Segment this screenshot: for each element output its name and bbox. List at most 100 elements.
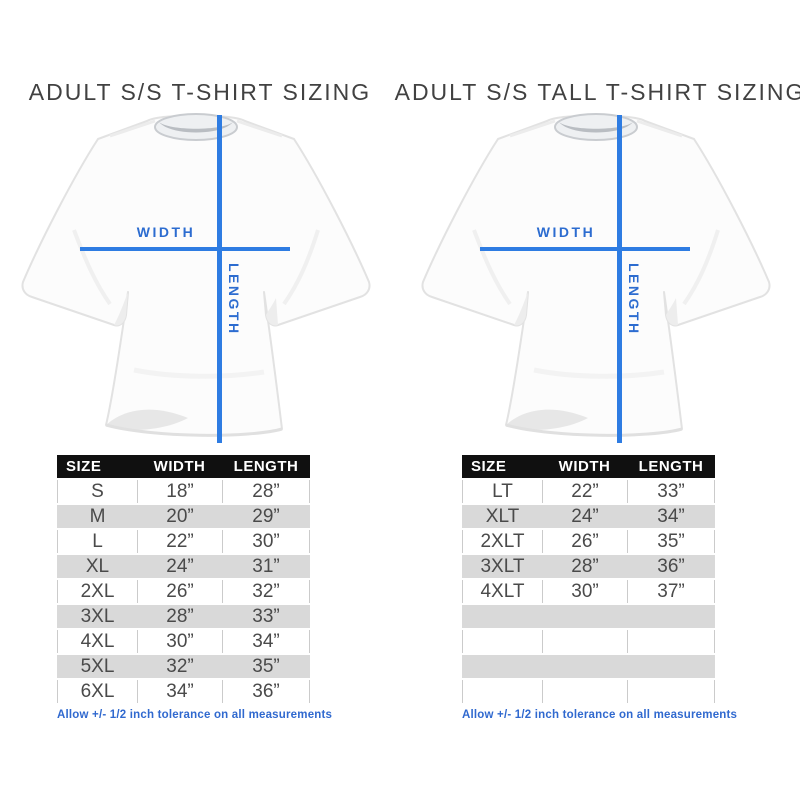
table-cell: 26” [137, 580, 222, 603]
table-row-empty [462, 655, 715, 678]
table-cell: 6XL [57, 680, 137, 703]
table-cell: 3XL [57, 605, 137, 628]
table-row: 4XLT 30” 37” [462, 580, 715, 603]
table-cell: 28” [137, 605, 222, 628]
table-row: S 18” 28” [57, 480, 310, 503]
table-cell: 33” [222, 605, 310, 628]
tshirt-diagram: WIDTH LENGTH [14, 112, 386, 450]
table-cell: 36” [627, 555, 715, 578]
table-cell [627, 655, 715, 678]
length-line [617, 115, 622, 443]
sizing-column-regular: ADULT S/S T-SHIRT SIZING WIDTH LENGTH SI… [0, 79, 400, 721]
length-line [217, 115, 222, 443]
table-header-row: SIZE WIDTH LENGTH [462, 455, 715, 478]
width-line [480, 247, 690, 251]
table-row: XLT 24” 34” [462, 505, 715, 528]
column-header: SIZE [57, 455, 137, 478]
table-cell: XLT [462, 505, 542, 528]
table-cell: 36” [222, 680, 310, 703]
table-cell: 22” [542, 480, 627, 503]
table-cell: 32” [137, 655, 222, 678]
table-cell: 35” [627, 530, 715, 553]
table-cell: 2XLT [462, 530, 542, 553]
table-cell: L [57, 530, 137, 553]
table-cell: 3XLT [462, 555, 542, 578]
column-header: WIDTH [542, 455, 627, 478]
table-row-empty [462, 630, 715, 653]
table-cell [462, 655, 542, 678]
table-cell: 32” [222, 580, 310, 603]
table-row: 3XLT 28” 36” [462, 555, 715, 578]
table-cell: M [57, 505, 137, 528]
table-cell: 18” [137, 480, 222, 503]
table-cell: 34” [137, 680, 222, 703]
column-header: SIZE [462, 455, 542, 478]
table-row-empty [462, 680, 715, 703]
width-label: WIDTH [536, 224, 596, 240]
length-label: LENGTH [226, 263, 242, 336]
table-cell [542, 680, 627, 703]
table-cell: S [57, 480, 137, 503]
tolerance-note: Allow +/- 1/2 inch tolerance on all meas… [462, 709, 738, 721]
table-cell: 28” [542, 555, 627, 578]
table-cell: 28” [222, 480, 310, 503]
table-row: XL 24” 31” [57, 555, 310, 578]
tshirt-diagram: WIDTH LENGTH [414, 112, 786, 450]
table-cell [627, 630, 715, 653]
table-cell: 37” [627, 580, 715, 603]
table-cell: 35” [222, 655, 310, 678]
table-row: 6XL 34” 36” [57, 680, 310, 703]
table-cell: 2XL [57, 580, 137, 603]
table-cell [462, 605, 542, 628]
table-cell [542, 605, 627, 628]
table-cell: 30” [222, 530, 310, 553]
table-row: 5XL 32” 35” [57, 655, 310, 678]
table-row: 2XL 26” 32” [57, 580, 310, 603]
column-header: WIDTH [137, 455, 222, 478]
table-row: 2XLT 26” 35” [462, 530, 715, 553]
table-row: M 20” 29” [57, 505, 310, 528]
table-cell [542, 630, 627, 653]
page-title: ADULT S/S TALL T-SHIRT SIZING [394, 79, 800, 105]
table-cell: 20” [137, 505, 222, 528]
table-cell: 34” [222, 630, 310, 653]
table-row: L 22” 30” [57, 530, 310, 553]
table-row: 4XL 30” 34” [57, 630, 310, 653]
table-cell [627, 605, 715, 628]
table-cell: 5XL [57, 655, 137, 678]
table-cell: 29” [222, 505, 310, 528]
table-cell: 30” [137, 630, 222, 653]
table-cell: 4XL [57, 630, 137, 653]
tolerance-note: Allow +/- 1/2 inch tolerance on all meas… [57, 709, 333, 721]
table-row-empty [462, 605, 715, 628]
table-cell: 33” [627, 480, 715, 503]
table-cell [542, 655, 627, 678]
table-row: 3XL 28” 33” [57, 605, 310, 628]
length-label: LENGTH [626, 263, 642, 336]
table-cell: 34” [627, 505, 715, 528]
table-cell: LT [462, 480, 542, 503]
column-header: LENGTH [222, 455, 310, 478]
width-label: WIDTH [136, 224, 196, 240]
page-title: ADULT S/S T-SHIRT SIZING [28, 79, 372, 105]
tshirt-image [414, 112, 786, 450]
tshirt-image [14, 112, 386, 450]
table-cell: 31” [222, 555, 310, 578]
table-row: LT 22” 33” [462, 480, 715, 503]
table-cell [462, 630, 542, 653]
size-table: SIZE WIDTH LENGTH S 18” 28” M 20” 29” L 22” 30” XL 2… [57, 453, 310, 705]
width-line [80, 247, 290, 251]
sizing-column-tall: ADULT S/S TALL T-SHIRT SIZING WIDTH LENG… [395, 0, 800, 800]
table-cell [462, 680, 542, 703]
table-cell: 26” [542, 530, 627, 553]
table-cell: 4XLT [462, 580, 542, 603]
table-cell: 24” [137, 555, 222, 578]
table-cell: 24” [542, 505, 627, 528]
column-header: LENGTH [627, 455, 715, 478]
table-cell [627, 680, 715, 703]
table-header-row: SIZE WIDTH LENGTH [57, 455, 310, 478]
table-cell: 22” [137, 530, 222, 553]
size-table: SIZE WIDTH LENGTH LT 22” 33” XLT 24” 34” 2XLT 26”… [462, 453, 715, 705]
table-cell: 30” [542, 580, 627, 603]
